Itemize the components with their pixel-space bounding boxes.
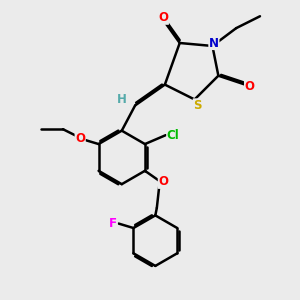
Text: F: F: [109, 217, 117, 230]
Text: O: O: [244, 80, 255, 93]
Text: H: H: [117, 93, 127, 106]
Text: S: S: [193, 99, 202, 112]
Text: O: O: [75, 132, 85, 145]
Text: N: N: [209, 37, 219, 50]
Text: O: O: [158, 11, 168, 24]
Text: O: O: [158, 175, 168, 188]
Text: Cl: Cl: [167, 129, 179, 142]
